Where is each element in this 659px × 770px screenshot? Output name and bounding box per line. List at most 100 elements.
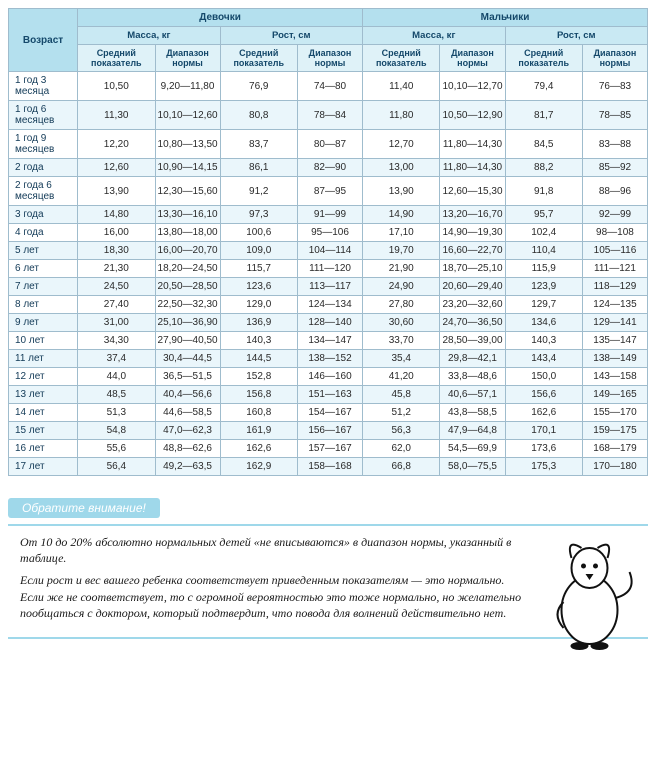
cell-value: 48,5 xyxy=(78,386,155,404)
sub-avg: Средний показатель xyxy=(220,45,297,72)
cell-value: 45,8 xyxy=(363,386,440,404)
cell-value: 30,4—44,5 xyxy=(155,350,220,368)
table-row: 4 года16,0013,80—18,00100,695—10617,1014… xyxy=(9,224,648,242)
cell-value: 155—170 xyxy=(582,404,647,422)
cell-value: 123,6 xyxy=(220,278,297,296)
cell-value: 14,90 xyxy=(363,206,440,224)
cell-value: 16,00—20,70 xyxy=(155,242,220,260)
cell-value: 124—135 xyxy=(582,296,647,314)
table-row: 5 лет18,3016,00—20,70109,0104—11419,7016… xyxy=(9,242,648,260)
cell-age: 10 лет xyxy=(9,332,78,350)
cell-value: 143—158 xyxy=(582,368,647,386)
cell-value: 85—92 xyxy=(582,159,647,177)
cell-value: 168—179 xyxy=(582,440,647,458)
cell-value: 11,80 xyxy=(363,101,440,130)
cell-value: 154—167 xyxy=(297,404,362,422)
table-row: 3 года14,8013,30—16,1097,391—9914,9013,2… xyxy=(9,206,648,224)
table-row: 16 лет55,648,8—62,6162,6157—16762,054,5—… xyxy=(9,440,648,458)
cell-value: 27,90—40,50 xyxy=(155,332,220,350)
sub-avg: Средний показатель xyxy=(78,45,155,72)
cell-value: 13,20—16,70 xyxy=(440,206,505,224)
growth-table: Возраст Девочки Мальчики Масса, кг Рост,… xyxy=(8,8,648,476)
cell-value: 110,4 xyxy=(505,242,582,260)
cell-age: 5 лет xyxy=(9,242,78,260)
cell-value: 161,9 xyxy=(220,422,297,440)
cell-value: 175,3 xyxy=(505,458,582,476)
cell-value: 156—167 xyxy=(297,422,362,440)
cell-value: 12,70 xyxy=(363,130,440,159)
cell-age: 15 лет xyxy=(9,422,78,440)
col-age: Возраст xyxy=(9,9,78,72)
cell-value: 12,60 xyxy=(78,159,155,177)
cell-value: 51,2 xyxy=(363,404,440,422)
cell-value: 29,8—42,1 xyxy=(440,350,505,368)
cell-age: 12 лет xyxy=(9,368,78,386)
cell-value: 10,80—13,50 xyxy=(155,130,220,159)
table-row: 8 лет27,4022,50—32,30129,0124—13427,8023… xyxy=(9,296,648,314)
table-row: 2 года12,6010,90—14,1586,182—9013,0011,8… xyxy=(9,159,648,177)
table-row: 17 лет56,449,2—63,5162,9158—16866,858,0—… xyxy=(9,458,648,476)
cell-value: 20,50—28,50 xyxy=(155,278,220,296)
cell-value: 150,0 xyxy=(505,368,582,386)
cell-value: 162,6 xyxy=(220,440,297,458)
cell-value: 14,80 xyxy=(78,206,155,224)
cell-value: 157—167 xyxy=(297,440,362,458)
cell-value: 37,4 xyxy=(78,350,155,368)
cell-value: 128—140 xyxy=(297,314,362,332)
cell-value: 27,40 xyxy=(78,296,155,314)
cell-value: 88,2 xyxy=(505,159,582,177)
table-row: 10 лет34,3027,90—40,50140,3134—14733,702… xyxy=(9,332,648,350)
sub-range: Диапазон нормы xyxy=(582,45,647,72)
cell-value: 111—121 xyxy=(582,260,647,278)
cell-value: 18,20—24,50 xyxy=(155,260,220,278)
cell-value: 10,50 xyxy=(78,72,155,101)
cell-value: 25,10—36,90 xyxy=(155,314,220,332)
cell-value: 13,00 xyxy=(363,159,440,177)
cell-value: 33,8—48,6 xyxy=(440,368,505,386)
cell-value: 80—87 xyxy=(297,130,362,159)
cell-value: 97,3 xyxy=(220,206,297,224)
cell-value: 49,2—63,5 xyxy=(155,458,220,476)
cell-value: 140,3 xyxy=(505,332,582,350)
cell-value: 74—80 xyxy=(297,72,362,101)
cell-value: 152,8 xyxy=(220,368,297,386)
sub-range: Диапазон нормы xyxy=(440,45,505,72)
table-row: 13 лет48,540,4—56,6156,8151—16345,840,6—… xyxy=(9,386,648,404)
cell-value: 40,6—57,1 xyxy=(440,386,505,404)
cell-value: 30,60 xyxy=(363,314,440,332)
cell-value: 11,40 xyxy=(363,72,440,101)
cell-value: 22,50—32,30 xyxy=(155,296,220,314)
cell-age: 3 года xyxy=(9,206,78,224)
cell-value: 87—95 xyxy=(297,177,362,206)
cell-value: 21,30 xyxy=(78,260,155,278)
cell-value: 134—147 xyxy=(297,332,362,350)
cell-value: 20,60—29,40 xyxy=(440,278,505,296)
cell-value: 98—108 xyxy=(582,224,647,242)
cell-age: 4 года xyxy=(9,224,78,242)
cell-value: 34,30 xyxy=(78,332,155,350)
cell-value: 91—99 xyxy=(297,206,362,224)
cell-value: 170,1 xyxy=(505,422,582,440)
cell-value: 24,70—36,50 xyxy=(440,314,505,332)
cell-value: 156,6 xyxy=(505,386,582,404)
cell-value: 105—116 xyxy=(582,242,647,260)
cell-value: 109,0 xyxy=(220,242,297,260)
cell-value: 124—134 xyxy=(297,296,362,314)
table-row: 9 лет31,0025,10—36,90136,9128—14030,6024… xyxy=(9,314,648,332)
table-row: 1 год 9 месяцев12,2010,80—13,5083,780—87… xyxy=(9,130,648,159)
cell-age: 13 лет xyxy=(9,386,78,404)
cell-value: 159—175 xyxy=(582,422,647,440)
cell-value: 51,3 xyxy=(78,404,155,422)
cell-value: 10,90—14,15 xyxy=(155,159,220,177)
cell-value: 55,6 xyxy=(78,440,155,458)
callout-heading: Обратите внимание! xyxy=(8,498,160,518)
cell-value: 18,70—25,10 xyxy=(440,260,505,278)
cell-value: 151—163 xyxy=(297,386,362,404)
cell-value: 104—114 xyxy=(297,242,362,260)
cell-age: 2 года xyxy=(9,159,78,177)
cell-value: 160,8 xyxy=(220,404,297,422)
cell-value: 31,00 xyxy=(78,314,155,332)
cell-value: 40,4—56,6 xyxy=(155,386,220,404)
cell-value: 91,8 xyxy=(505,177,582,206)
table-row: 14 лет51,344,6—58,5160,8154—16751,243,8—… xyxy=(9,404,648,422)
